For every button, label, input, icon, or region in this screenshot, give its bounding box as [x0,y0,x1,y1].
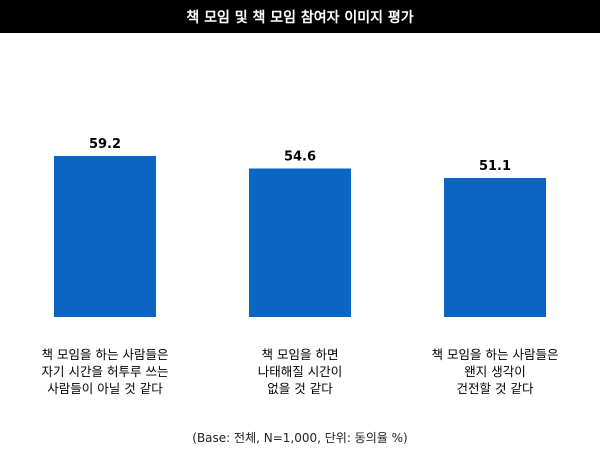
category-label: 책 모임을 하는 사람들은 자기 시간을 허투루 쓰는 사람들이 아닐 것 같다 [41,347,169,396]
chart-title: 책 모임 및 책 모임 참여자 이미지 평가 [0,0,600,33]
value-label-2: 54.6 [284,149,316,164]
bar-1 [54,155,156,317]
value-label-1: 59.2 [89,137,121,152]
chart-footnote: (Base: 전체, N=1,000, 단위: 동의율 %) [192,431,408,445]
bar-2 [249,168,351,317]
category-label: 책 모임을 하는 사람들은 왠지 생각이 건전할 것 같다 [431,347,559,396]
value-label-3: 51.1 [479,159,511,174]
category-label: 책 모임을 하면 나태해질 시간이 없을 것 같다 [257,347,343,396]
bar-3 [444,178,546,317]
